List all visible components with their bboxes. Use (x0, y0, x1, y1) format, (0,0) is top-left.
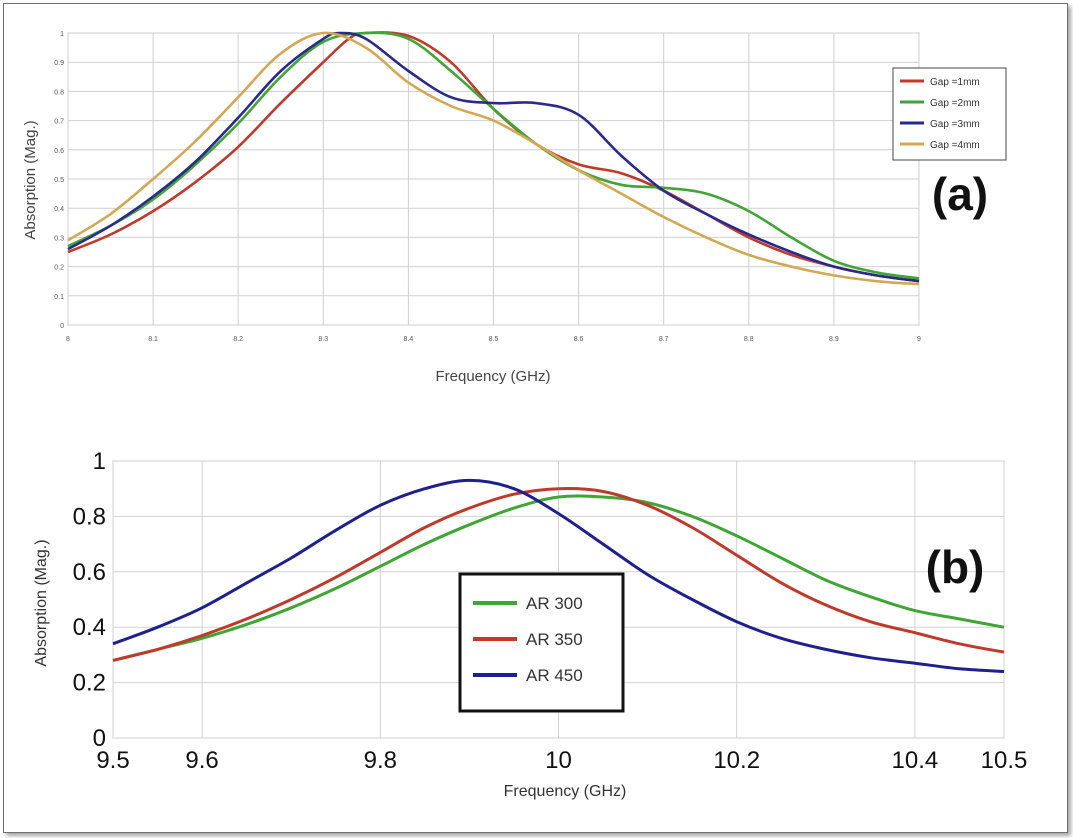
legend-entry: AR 300 (526, 594, 583, 613)
legend-box-b (458, 572, 625, 713)
y-tick-label: 0.2 (54, 265, 64, 272)
series-line (67, 31, 920, 283)
legend-entry: Gap =1mm (930, 77, 980, 88)
x-axis-label-a: Frequency (GHz) (435, 368, 550, 385)
x-tick-label: 9 (917, 336, 921, 343)
y-tick-label: 0.4 (54, 206, 64, 213)
legend-a: Gap =1mm Gap =2mm Gap =3mm Gap =4mm (892, 67, 1007, 161)
x-tick-label: 8.4 (404, 336, 414, 343)
y-tick-label: 1 (93, 448, 106, 475)
panel-label-a: (a) (932, 168, 988, 220)
x-tick-label: 9.6 (185, 747, 218, 774)
x-tick-label: 10.4 (892, 747, 939, 774)
series-line (112, 494, 1005, 662)
x-tick-label: 8.6 (574, 336, 584, 343)
x-tick-label: 10.5 (981, 747, 1028, 774)
legend-entry: AR 450 (526, 666, 583, 685)
y-tick-label: 0.7 (54, 119, 64, 126)
x-tick-label: 8.1 (148, 336, 158, 343)
y-tick-label: 0.4 (73, 614, 106, 641)
x-tick-label: 10.2 (713, 747, 760, 774)
legend-entry: Gap =3mm (930, 119, 980, 130)
series-line (112, 478, 1005, 673)
x-tick-label: 9.8 (364, 747, 397, 774)
legend-b: AR 300 AR 350 AR 450 (458, 572, 625, 713)
y-tick-label: 0.8 (73, 503, 106, 530)
legend-entry: Gap =2mm (930, 98, 980, 109)
x-tick-label: 10 (545, 747, 572, 774)
series-lines-b (112, 478, 1005, 673)
y-tick-label: 0.5 (54, 177, 64, 184)
y-tick-label: 0.2 (73, 670, 106, 697)
y-tick-label: 1 (60, 31, 64, 38)
y-axis-label-b: Absorption (Mag.) (33, 539, 50, 666)
series-line (112, 487, 1005, 662)
tick-labels-a: 8 8.1 8.2 8.3 8.4 8.5 8.6 8.7 8.8 8.9 9 0 0.1 0.2 0.3 0… (54, 31, 921, 343)
y-tick-label: 0 (60, 323, 64, 330)
x-tick-label: 9.5 (96, 747, 129, 774)
y-tick-label: 0.8 (54, 89, 64, 96)
x-tick-label: 8.7 (659, 336, 669, 343)
series-line (67, 31, 920, 286)
x-tick-label: 8.2 (233, 336, 243, 343)
x-tick-label: 8.9 (829, 336, 839, 343)
x-tick-label: 8 (66, 336, 70, 343)
tick-labels-b: 9.5 9.6 9.8 10 10.2 10.4 10.5 0 0.2 0.4 0.6 0.8 1 (73, 448, 1028, 774)
legend-entry: Gap =4mm (930, 140, 980, 151)
x-tick-label: 8.8 (744, 336, 754, 343)
series-line (67, 31, 920, 280)
y-tick-label: 0.3 (54, 235, 64, 242)
x-tick-label: 8.5 (489, 336, 499, 343)
y-tick-label: 0.9 (54, 60, 64, 67)
series-lines-a (67, 31, 920, 286)
panel-b-chart: 9.5 9.6 9.8 10 10.2 10.4 10.5 0 0.2 0.4 0.6 0.8 1 Fr… (33, 448, 1027, 800)
x-tick-label: 8.3 (318, 336, 328, 343)
y-tick-label: 0 (93, 725, 106, 752)
legend-entry: AR 350 (526, 630, 583, 649)
y-axis-label-a: Absorption (Mag.) (22, 120, 39, 239)
grid-a (67, 32, 920, 326)
panel-label-b: (b) (926, 541, 985, 593)
x-axis-label-b: Frequency (GHz) (504, 783, 627, 800)
series-line (67, 31, 920, 283)
y-tick-label: 0.6 (54, 148, 64, 155)
y-tick-label: 0.6 (73, 559, 106, 586)
panel-a-chart: 8 8.1 8.2 8.3 8.4 8.5 8.6 8.7 8.8 8.9 9 0 0.1 0.2 0.3 0… (22, 31, 1007, 385)
y-tick-label: 0.1 (54, 294, 64, 301)
